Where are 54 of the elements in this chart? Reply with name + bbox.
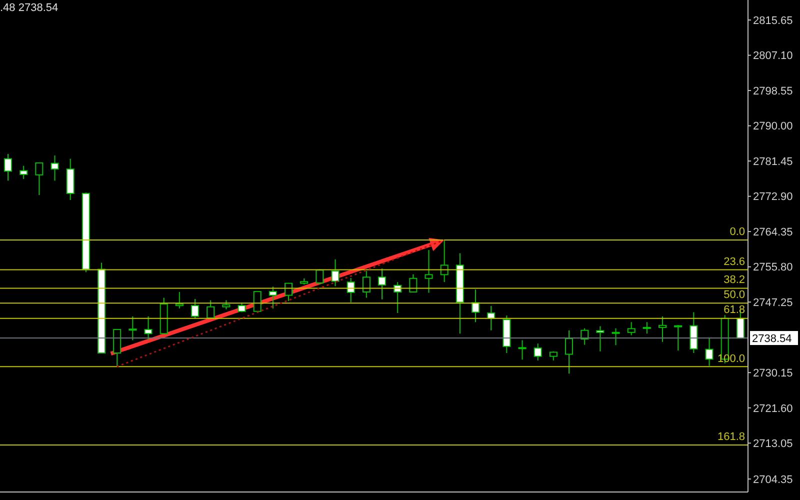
candlestick: [346, 277, 355, 303]
candlestick: [50, 154, 59, 182]
y-tick-label: 2747.25: [753, 296, 793, 309]
y-tick-label: 2798.55: [753, 85, 793, 98]
candlestick: [222, 300, 230, 310]
candlestick: [144, 316, 152, 340]
annotation: 161.8: [717, 430, 745, 443]
candlestick: [128, 316, 137, 341]
candlestick: [612, 328, 620, 346]
candlestick: [534, 343, 542, 361]
candlestick: [690, 312, 698, 354]
candlestick: [362, 270, 370, 298]
candlestick: [268, 286, 277, 309]
candlestick: [658, 316, 666, 342]
candlestick: [440, 240, 448, 283]
annotation: 0.0: [730, 226, 745, 238]
y-tick-label: 2772.90: [753, 191, 793, 204]
candlestick: [331, 258, 340, 287]
candlestick: [472, 289, 480, 323]
candlestick: [113, 328, 122, 368]
candlestick: [596, 326, 604, 352]
candlestick: [705, 338, 714, 366]
candlestick: [642, 322, 651, 334]
annotation: .48 2738.54: [0, 2, 58, 14]
y-tick-label: 2807.10: [753, 50, 793, 62]
candlestick: [378, 268, 386, 300]
candlestick: [409, 274, 418, 292]
candlestick: [316, 268, 324, 286]
ref-line-label: 2738.54: [752, 333, 792, 346]
y-tick-label: 2755.80: [753, 262, 793, 274]
y-tick-label: 2704.35: [753, 474, 793, 486]
y-tick-label: 2815.65: [753, 14, 793, 27]
candlestick: [518, 340, 526, 360]
candlestick: [565, 330, 573, 374]
y-tick-label: 2713.05: [753, 438, 793, 450]
y-tick-label: 2790.00: [753, 120, 793, 133]
candlestick: [627, 322, 636, 336]
candlestick: [20, 165, 28, 180]
y-tick-label: 2730.15: [753, 368, 793, 380]
candlestick: [4, 153, 12, 182]
annotation: 50.0: [724, 289, 745, 302]
annotation: 23.6: [724, 256, 745, 268]
y-tick-label: 2764.35: [753, 226, 793, 238]
candlestick: [253, 291, 262, 312]
candlestick: [191, 298, 199, 318]
candlestick: [424, 249, 433, 294]
annotation: 38.2: [724, 274, 745, 286]
candlestick: [206, 300, 215, 320]
candlestick: [35, 162, 44, 196]
annotation: 61.8: [724, 304, 745, 316]
y-tick-label: 2721.60: [753, 402, 793, 415]
candlestick: [674, 324, 682, 352]
y-tick-label: 2781.45: [753, 156, 793, 168]
candlestick: [175, 291, 184, 309]
